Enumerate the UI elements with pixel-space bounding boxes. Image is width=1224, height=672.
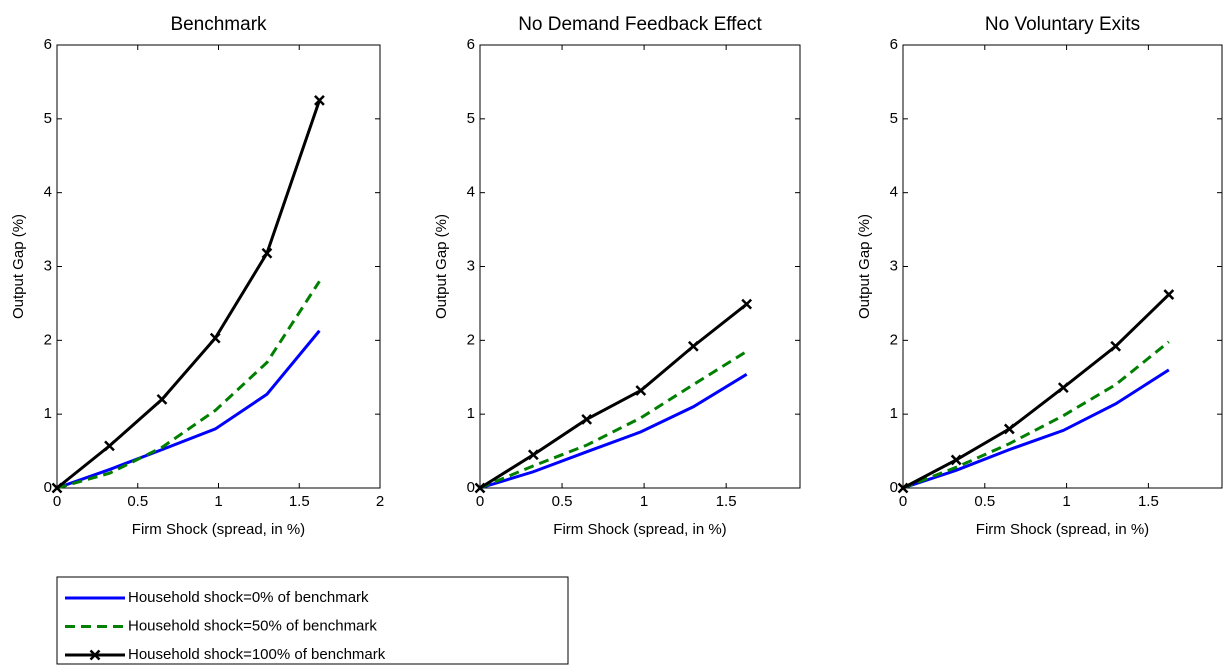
x-axis-label: Firm Shock (spread, in %) <box>553 521 726 538</box>
marker <box>1163 289 1175 300</box>
x-tick-label: 1.5 <box>716 493 737 510</box>
y-tick-label: 0 <box>44 479 52 496</box>
y-tick-label: 5 <box>467 110 475 127</box>
marker <box>1003 423 1015 435</box>
y-tick-label: 1 <box>44 405 52 422</box>
marker <box>261 247 273 259</box>
chart-title: No Voluntary Exits <box>985 14 1140 35</box>
plot-area <box>479 44 801 489</box>
y-axis-label: Output Gap (%) <box>433 214 450 319</box>
x-axis-label: Firm Shock (spread, in %) <box>132 521 305 538</box>
y-tick-label: 2 <box>467 331 475 348</box>
x-tick-label: 0.5 <box>127 493 148 510</box>
y-tick-label: 6 <box>44 36 52 53</box>
y-tick-label: 6 <box>890 36 898 53</box>
y-tick-label: 2 <box>890 331 898 348</box>
y-tick-label: 3 <box>890 257 898 274</box>
marker <box>950 454 962 466</box>
series-line <box>56 280 321 490</box>
x-tick-label: 1.5 <box>1138 493 1159 510</box>
chart-title: No Demand Feedback Effect <box>518 14 762 35</box>
series-line <box>56 329 321 490</box>
x-tick-label: 1 <box>214 493 222 510</box>
legend: Household shock=0% of benchmark Household… <box>56 576 569 665</box>
marker <box>635 385 647 396</box>
series-line <box>479 350 748 490</box>
marker <box>209 332 221 344</box>
y-axis-label: Output Gap (%) <box>10 214 27 319</box>
x-tick-label: 1 <box>640 493 648 510</box>
marker <box>314 94 325 106</box>
y-axis-label: Output Gap (%) <box>856 214 873 319</box>
legend-marker <box>89 649 101 661</box>
y-tick-label: 1 <box>467 405 475 422</box>
plot-area <box>902 44 1223 489</box>
x-tick-label: 0 <box>476 493 484 510</box>
chart: No Demand Feedback Effect Firm Shock (spr… <box>433 14 801 538</box>
x-tick-label: 0 <box>899 493 907 510</box>
y-tick-label: 3 <box>44 257 52 274</box>
x-tick-label: 0.5 <box>552 493 573 510</box>
series-line <box>56 99 321 490</box>
series-line <box>902 293 1170 490</box>
y-tick-label: 4 <box>44 184 52 201</box>
chart: Benchmark Firm Shock (spread, in %) Output… <box>10 14 384 538</box>
chart: No Voluntary Exits Firm Shock (spread, in… <box>856 14 1223 538</box>
legend-label: Household shock=50% of benchmark <box>128 617 377 634</box>
y-tick-label: 1 <box>890 405 898 422</box>
marker <box>581 413 593 425</box>
series-line <box>479 302 748 490</box>
marker <box>741 298 753 310</box>
marker <box>104 440 115 452</box>
x-tick-label: 1 <box>1062 493 1070 510</box>
legend-box <box>56 576 569 665</box>
marker <box>474 482 486 494</box>
x-tick-label: 0.5 <box>974 493 995 510</box>
x-tick-label: 0 <box>53 493 61 510</box>
marker <box>1110 340 1122 352</box>
plot-area <box>56 44 381 489</box>
series-line <box>902 340 1170 490</box>
y-tick-label: 4 <box>890 184 898 201</box>
y-tick-label: 0 <box>467 479 475 496</box>
x-tick-label: 2 <box>376 493 384 510</box>
series-line <box>902 368 1170 490</box>
y-tick-label: 3 <box>467 257 475 274</box>
marker <box>156 394 168 405</box>
marker <box>897 482 909 494</box>
marker <box>527 449 539 461</box>
y-tick-label: 6 <box>467 36 475 53</box>
marker <box>51 482 63 494</box>
chart-title: Benchmark <box>170 14 267 35</box>
series-line <box>479 373 748 490</box>
y-tick-label: 5 <box>890 110 898 127</box>
marker <box>1057 382 1069 393</box>
y-tick-label: 2 <box>44 331 52 348</box>
legend-label: Household shock=0% of benchmark <box>128 589 369 606</box>
x-tick-label: 1.5 <box>289 493 310 510</box>
marker <box>687 340 699 352</box>
x-axis-label: Firm Shock (spread, in %) <box>976 521 1149 538</box>
y-tick-label: 5 <box>44 110 52 127</box>
y-tick-label: 0 <box>890 479 898 496</box>
legend-label: Household shock=100% of benchmark <box>128 646 386 663</box>
y-tick-label: 4 <box>467 184 475 201</box>
